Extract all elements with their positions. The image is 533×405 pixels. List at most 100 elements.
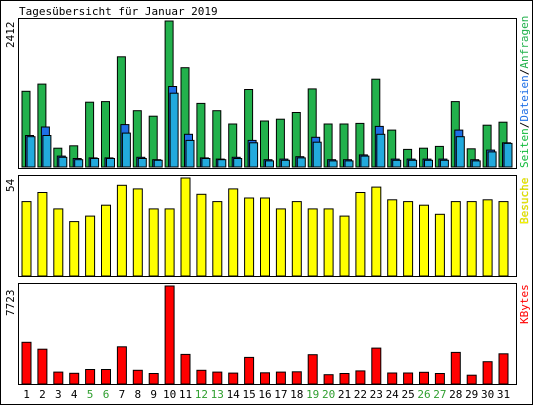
bar-pages bbox=[424, 159, 433, 168]
bar-kbytes bbox=[403, 372, 414, 385]
bar-pages bbox=[376, 133, 386, 168]
x-tick-label: 31 bbox=[497, 388, 510, 401]
bar-pages bbox=[392, 159, 402, 168]
bar-visits bbox=[403, 201, 414, 277]
bar-kbytes bbox=[450, 351, 461, 385]
bar-pages bbox=[249, 142, 259, 168]
bar-visits bbox=[37, 192, 48, 277]
x-tick-label: 17 bbox=[274, 388, 287, 401]
x-tick-label: 21 bbox=[338, 388, 351, 401]
bar-visits bbox=[53, 208, 64, 277]
bar-pages bbox=[471, 160, 481, 168]
bar-kbytes bbox=[101, 369, 111, 385]
x-tick-label: 26 bbox=[417, 388, 430, 401]
x-tick-label: 20 bbox=[322, 388, 335, 401]
x-tick-label: 16 bbox=[258, 388, 271, 401]
bar-visits bbox=[466, 201, 477, 277]
bar-kbytes bbox=[228, 372, 239, 385]
bar-pages bbox=[280, 159, 290, 168]
bar-kbytes bbox=[260, 372, 270, 385]
bar-kbytes bbox=[244, 356, 255, 385]
bar-pages bbox=[487, 151, 497, 168]
bar-pages bbox=[106, 158, 115, 168]
bar-kbytes bbox=[291, 371, 302, 385]
x-tick-label: 7 bbox=[119, 388, 126, 401]
bar-visits bbox=[116, 184, 127, 277]
x-tick-label: 15 bbox=[242, 388, 255, 401]
bar-pages bbox=[121, 132, 131, 168]
bar-visits bbox=[180, 177, 191, 277]
x-tick-label: 27 bbox=[433, 388, 446, 401]
bar-hits bbox=[212, 110, 222, 168]
ymax-label-bottom: 7723 bbox=[4, 290, 17, 317]
x-tick-label: 10 bbox=[163, 388, 176, 401]
legend-separator: / bbox=[518, 69, 531, 76]
bar-pages bbox=[185, 139, 195, 168]
bar-pages bbox=[296, 157, 306, 168]
x-tick-label: 5 bbox=[87, 388, 94, 401]
bar-kbytes bbox=[53, 371, 64, 385]
bar-pages bbox=[217, 159, 227, 168]
x-tick-label: 13 bbox=[211, 388, 224, 401]
x-tick-label: 24 bbox=[386, 388, 400, 401]
bar-pages bbox=[408, 159, 418, 168]
bar-kbytes bbox=[307, 354, 318, 385]
bar-visits bbox=[387, 199, 398, 277]
x-tick-label: 1 bbox=[23, 388, 30, 401]
bar-kbytes bbox=[275, 371, 286, 385]
x-tick-label: 14 bbox=[227, 388, 241, 401]
legend-visits: Besuche bbox=[518, 178, 531, 224]
bar-visits bbox=[132, 188, 143, 277]
chart-title: Tagesübersicht für Januar 2019 bbox=[19, 5, 218, 18]
bar-visits bbox=[450, 201, 461, 277]
bar-visits bbox=[419, 204, 429, 277]
bar-pages bbox=[42, 135, 52, 168]
bar-kbytes bbox=[196, 369, 207, 385]
x-tick-label: 18 bbox=[290, 388, 303, 401]
bar-pages bbox=[74, 159, 84, 168]
bar-visits bbox=[260, 197, 270, 277]
x-tick-label: 19 bbox=[306, 388, 319, 401]
x-tick-label: 9 bbox=[150, 388, 157, 401]
bar-kbytes bbox=[164, 285, 175, 385]
bar-kbytes bbox=[180, 353, 191, 385]
x-tick-label: 2 bbox=[39, 388, 46, 401]
bar-visits bbox=[371, 186, 382, 277]
bar-visits bbox=[482, 199, 493, 277]
bar-kbytes bbox=[339, 373, 350, 385]
bar-visits bbox=[21, 201, 32, 277]
bar-kbytes bbox=[419, 371, 429, 385]
x-tick-label: 30 bbox=[481, 388, 494, 401]
bar-visits bbox=[498, 201, 509, 277]
bar-visits bbox=[228, 188, 239, 277]
top-panel-bars bbox=[21, 20, 513, 168]
panel-bottom-frame bbox=[18, 283, 517, 385]
x-tick-label: 12 bbox=[195, 388, 208, 401]
bar-kbytes bbox=[498, 353, 509, 385]
bar-visits bbox=[275, 208, 286, 277]
bar-visits bbox=[85, 215, 96, 277]
bar-kbytes bbox=[116, 346, 127, 385]
legend-pages: Seiten bbox=[518, 128, 531, 168]
x-tick-label: 29 bbox=[465, 388, 478, 401]
legend-top: Seiten/Dateien/Anfragen bbox=[518, 16, 531, 168]
ymax-label-top: 2412 bbox=[4, 22, 17, 49]
bar-pages bbox=[344, 160, 354, 168]
legend-separator: / bbox=[518, 122, 531, 129]
bar-visits bbox=[339, 215, 350, 277]
bar-kbytes bbox=[212, 371, 223, 385]
bar-visits bbox=[244, 197, 255, 277]
bar-pages bbox=[26, 136, 36, 168]
panel-top-frame bbox=[18, 18, 517, 169]
x-axis-labels: 1 2 3 4 5 6 7 8 9 10 11 12 13 14 15 16 17 18 19 20 21 22 23 24 2… bbox=[23, 388, 510, 401]
bar-kbytes bbox=[387, 372, 398, 385]
bar-visits bbox=[355, 192, 366, 277]
middle-panel-bars bbox=[21, 177, 509, 277]
bar-visits bbox=[323, 208, 334, 277]
legend-files: Dateien bbox=[518, 75, 531, 121]
bar-pages bbox=[90, 158, 100, 168]
x-tick-label: 28 bbox=[449, 388, 462, 401]
x-tick-label: 4 bbox=[71, 388, 78, 401]
bar-pages bbox=[503, 142, 513, 168]
